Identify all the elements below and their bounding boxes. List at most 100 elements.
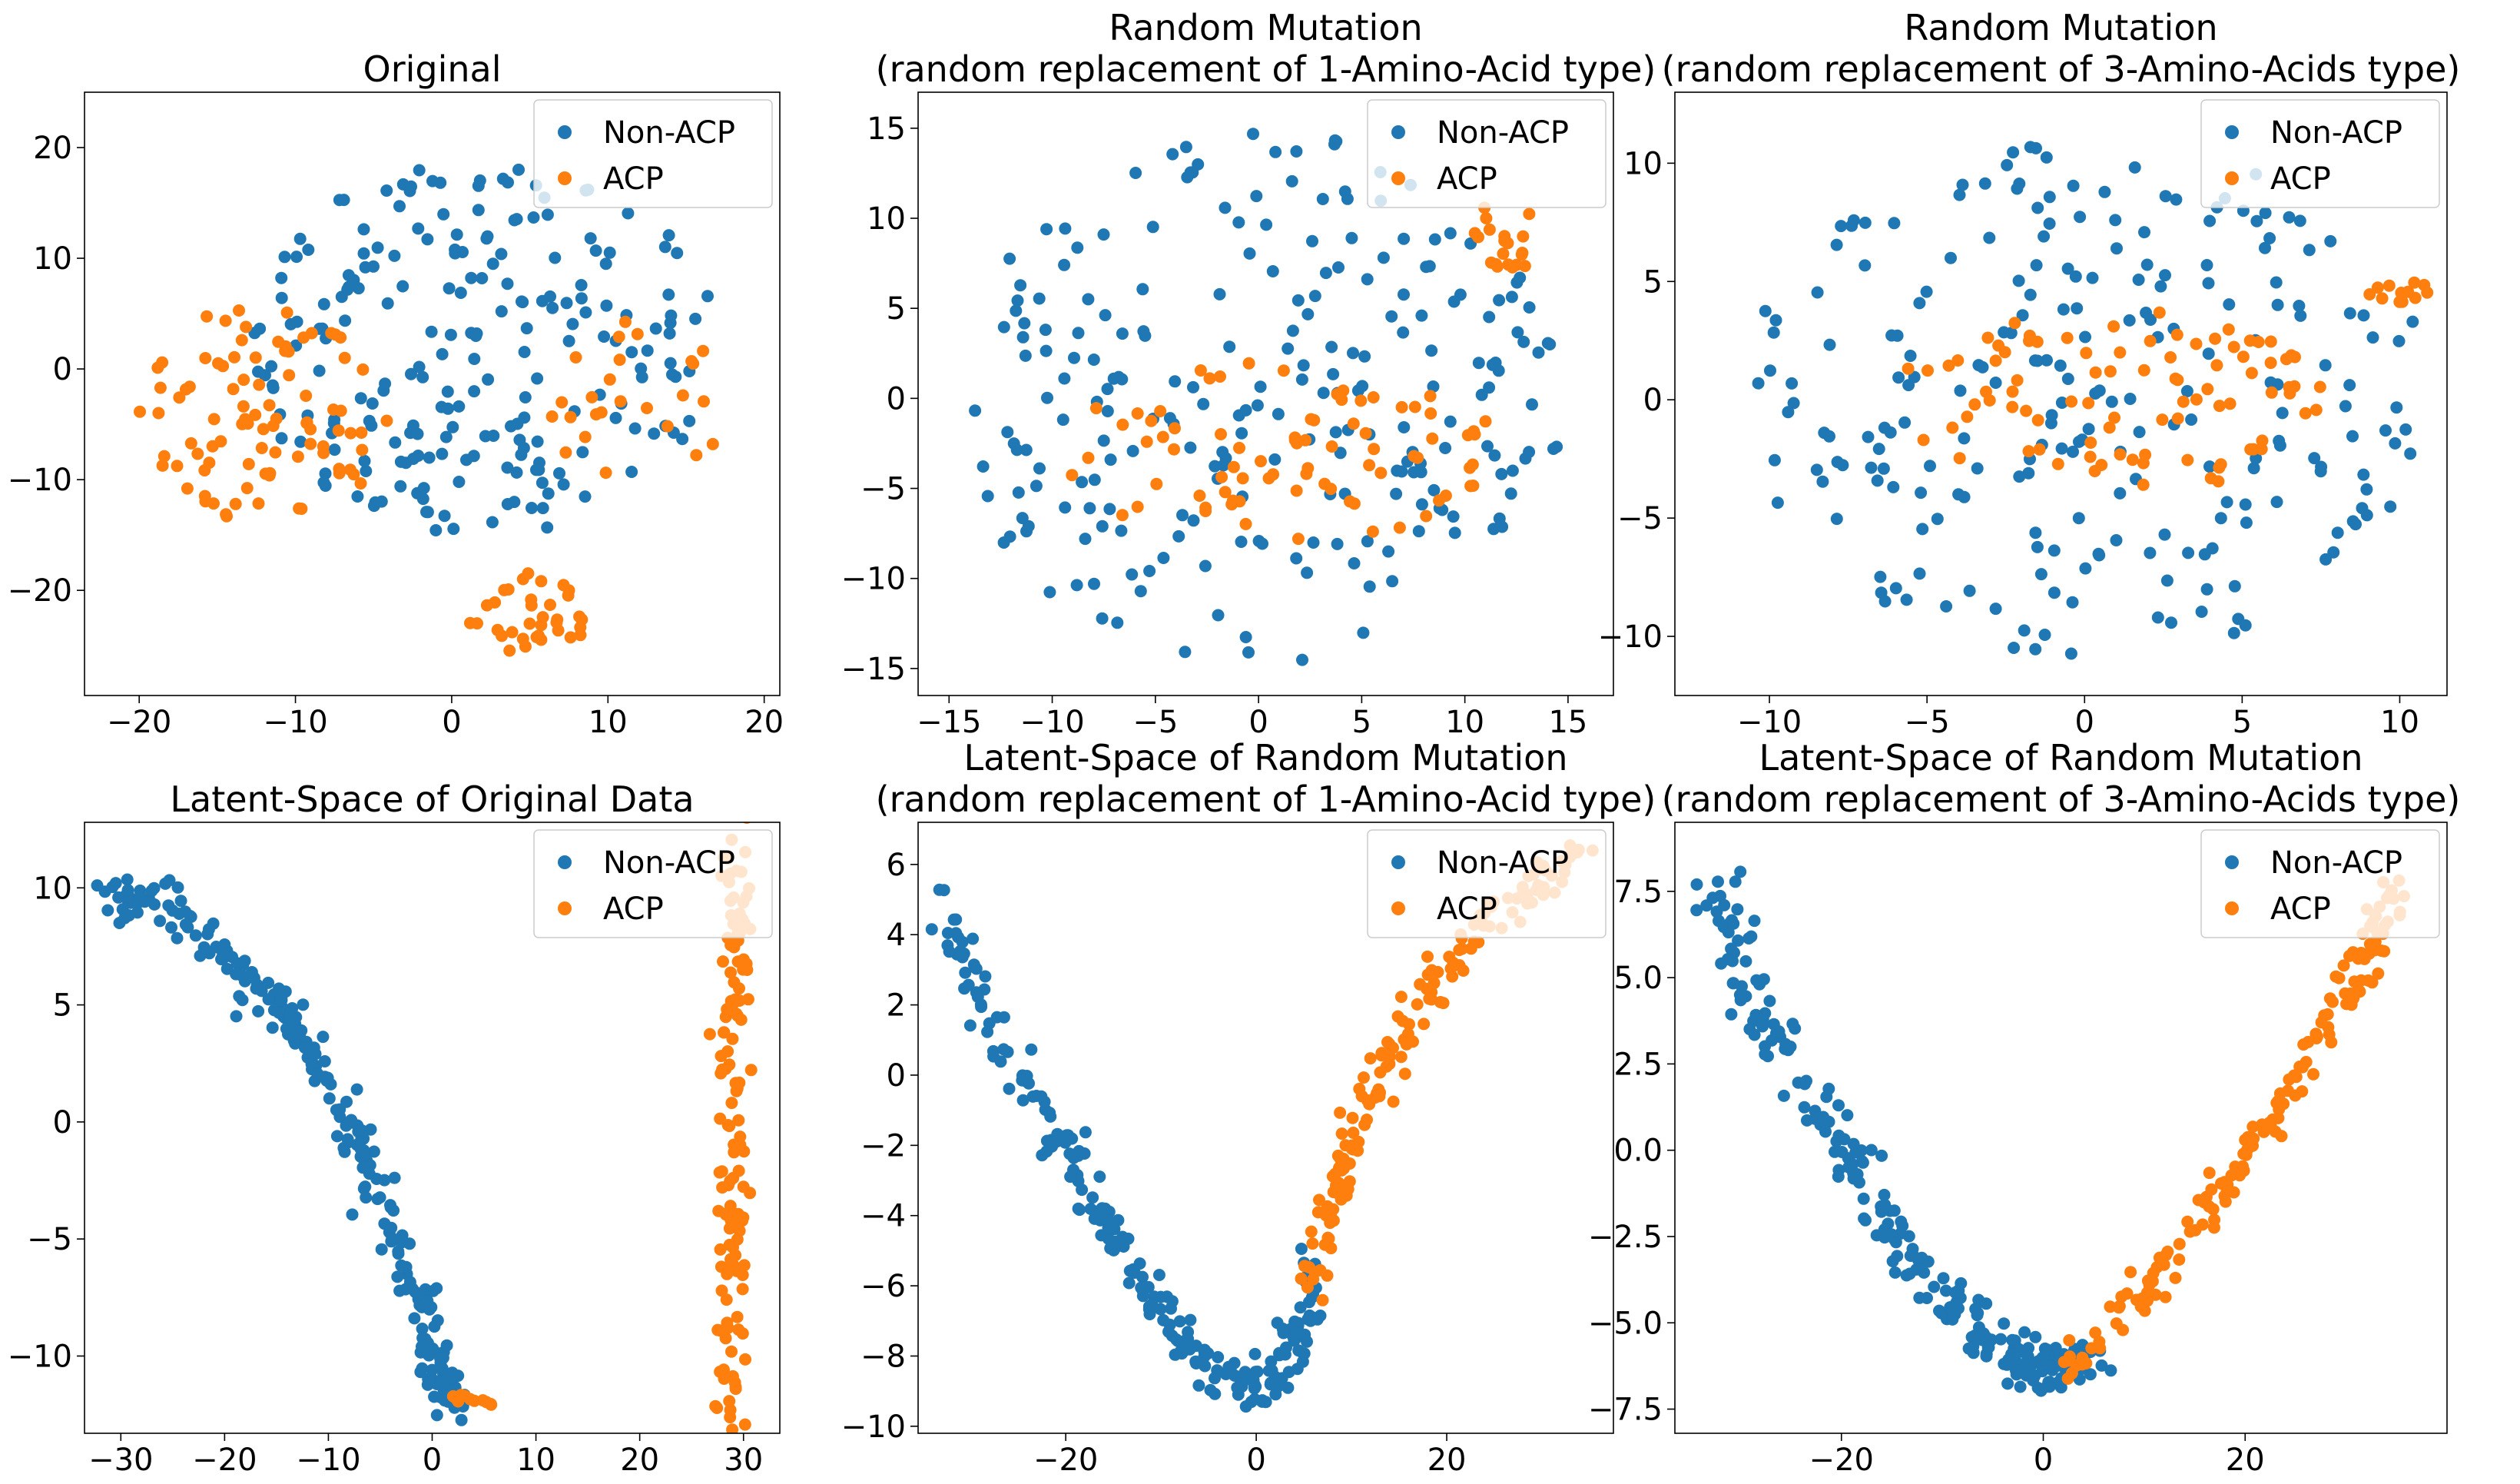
point-non-acp xyxy=(2140,258,2154,271)
point-acp xyxy=(171,460,184,473)
point-acp xyxy=(718,1026,730,1039)
x-tick-label: −30 xyxy=(88,1443,153,1478)
point-non-acp xyxy=(526,502,538,514)
point-non-acp xyxy=(1732,934,1745,947)
point-acp xyxy=(714,1243,727,1256)
point-non-acp xyxy=(1759,1047,1772,1061)
point-non-acp xyxy=(1248,1382,1261,1395)
point-non-acp xyxy=(416,1362,429,1375)
point-acp xyxy=(687,357,700,370)
point-acp xyxy=(2252,336,2265,348)
point-non-acp xyxy=(1816,475,1829,488)
subplot-title: Latent-Space of Random Mutation xyxy=(964,737,1568,779)
point-non-acp xyxy=(1292,294,1305,307)
point-non-acp xyxy=(997,536,1010,549)
point-acp xyxy=(1453,944,1466,957)
point-acp xyxy=(333,466,346,480)
point-non-acp xyxy=(1357,626,1370,639)
point-acp xyxy=(295,503,308,515)
point-acp xyxy=(1961,410,1974,423)
y-tick-label: −10 xyxy=(8,463,72,498)
point-non-acp xyxy=(648,427,661,440)
point-acp xyxy=(1980,385,1992,398)
point-non-acp xyxy=(1116,327,1129,340)
point-non-acp xyxy=(1239,403,1252,417)
subplot-title: (random replacement of 1-Amino-Acid type… xyxy=(876,48,1656,90)
point-non-acp xyxy=(1916,523,1929,536)
point-acp xyxy=(1401,1028,1414,1041)
point-acp xyxy=(736,1327,749,1340)
point-non-acp xyxy=(171,881,184,894)
point-non-acp xyxy=(1891,329,1904,342)
point-non-acp xyxy=(487,430,500,442)
point-non-acp xyxy=(1239,631,1252,643)
point-non-acp xyxy=(1931,513,1944,526)
point-acp xyxy=(183,380,196,393)
point-acp xyxy=(1367,391,1380,403)
point-acp xyxy=(2376,292,2389,305)
point-non-acp xyxy=(341,283,354,296)
point-non-acp xyxy=(2004,327,2018,340)
point-non-acp xyxy=(2151,611,2164,624)
point-non-acp xyxy=(1096,1212,1109,1225)
point-non-acp xyxy=(1412,525,1425,538)
x-tick-label: 10 xyxy=(2380,705,2419,740)
point-acp xyxy=(2061,331,2074,344)
point-non-acp xyxy=(1348,557,1361,569)
point-acp xyxy=(242,457,255,470)
point-non-acp xyxy=(438,510,451,523)
point-non-acp xyxy=(453,400,466,413)
legend-marker-non-acp xyxy=(1391,125,1405,139)
point-non-acp xyxy=(1095,1229,1108,1242)
point-non-acp xyxy=(379,377,392,390)
point-acp xyxy=(2333,971,2346,984)
point-acp xyxy=(489,596,502,609)
point-acp xyxy=(2082,397,2095,410)
subplot-1: Original −20 −10 0 10 20 −20 −10 0 10 20 Non-ACP ACP xyxy=(8,48,784,740)
point-non-acp xyxy=(1242,1370,1255,1383)
point-non-acp xyxy=(546,301,559,314)
point-non-acp xyxy=(962,978,975,991)
point-non-acp xyxy=(1447,510,1460,523)
point-acp xyxy=(229,497,242,510)
point-non-acp xyxy=(1033,292,1046,305)
point-non-acp xyxy=(2071,302,2084,315)
point-non-acp xyxy=(1888,1204,1901,1217)
point-acp xyxy=(1347,417,1360,430)
point-acp xyxy=(714,1366,727,1378)
point-acp xyxy=(2093,1336,2106,1348)
point-non-acp xyxy=(1945,251,1957,264)
point-non-acp xyxy=(2018,624,2031,637)
point-acp xyxy=(1363,459,1376,472)
point-non-acp xyxy=(510,213,523,226)
x-tick-label: 0 xyxy=(1248,705,1268,740)
point-non-acp xyxy=(549,251,562,264)
point-non-acp xyxy=(1097,434,1110,447)
point-acp xyxy=(300,390,313,402)
point-non-acp xyxy=(1235,536,1248,548)
point-acp xyxy=(356,443,369,456)
point-acp xyxy=(2006,400,2019,413)
point-acp xyxy=(1203,372,1216,385)
point-non-acp xyxy=(1040,223,1053,236)
legend-marker-non-acp xyxy=(558,855,572,869)
point-non-acp xyxy=(1030,480,1043,493)
point-non-acp xyxy=(1472,357,1485,370)
point-non-acp xyxy=(513,433,526,447)
point-acp xyxy=(2355,974,2368,987)
point-acp xyxy=(1368,443,1381,456)
point-acp xyxy=(1968,398,1981,411)
axes-frame xyxy=(917,91,1614,696)
point-acp xyxy=(233,304,245,317)
axes-frame xyxy=(84,91,781,696)
point-acp xyxy=(2153,306,2166,319)
point-non-acp xyxy=(340,1119,353,1132)
y-tick-label: 15 xyxy=(867,111,906,147)
point-acp xyxy=(1992,339,2005,352)
x-tick-label: 30 xyxy=(724,1443,763,1478)
point-non-acp xyxy=(1199,559,1212,573)
point-non-acp xyxy=(426,1363,439,1376)
point-acp xyxy=(249,351,262,364)
point-non-acp xyxy=(2276,407,2289,420)
point-acp xyxy=(1472,231,1484,244)
